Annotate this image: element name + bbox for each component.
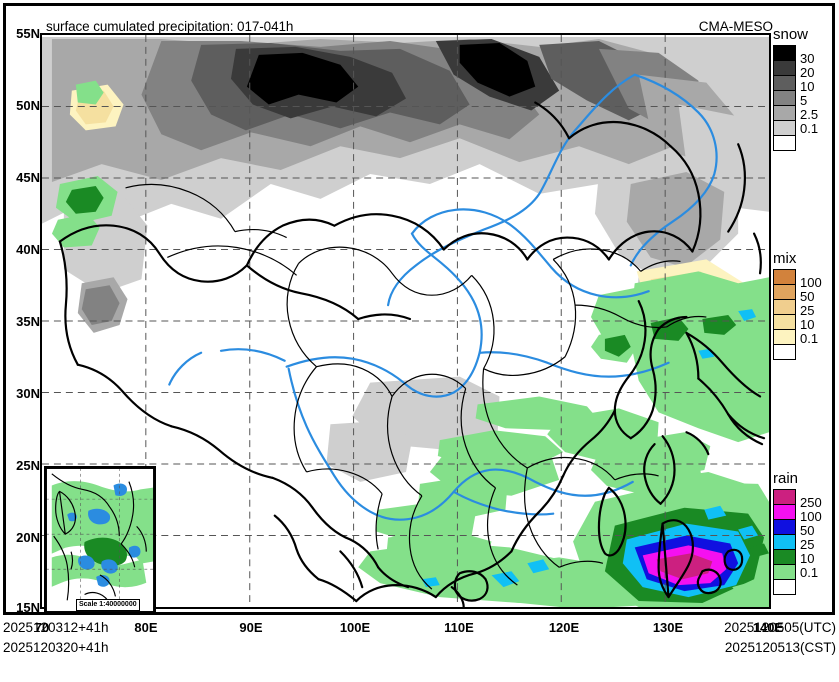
- mix-value-50: 50: [800, 289, 815, 304]
- footer-valid-utc: 2025120505(UTC): [724, 620, 836, 635]
- rain-swatch-0.1: [774, 565, 795, 580]
- legend-mix: mix 100 50 25 10 0.1: [761, 250, 835, 360]
- ylabel-35N: 35N: [16, 314, 40, 329]
- legend-snow-colorbar: [773, 45, 796, 151]
- mix-swatch-25: [774, 300, 795, 315]
- rain-swatch-none: [774, 580, 795, 594]
- ylabel-50N: 50N: [16, 98, 40, 113]
- inset-canvas: [46, 468, 154, 612]
- rain-value-10: 10: [800, 551, 815, 566]
- snow-value-30: 30: [800, 51, 815, 66]
- ylabel-20N: 20N: [16, 530, 40, 545]
- mix-swatch-10: [774, 315, 795, 330]
- snow-value-0.1: 0.1: [800, 121, 819, 136]
- xlabel-140E: 140E: [752, 620, 784, 635]
- mix-swatch-0.1: [774, 330, 795, 345]
- xlabel-100E: 100E: [339, 620, 371, 635]
- rain-swatch-10: [774, 550, 795, 565]
- mix-value-10: 10: [800, 317, 815, 332]
- legend-rain-values: 250 100 50 25 10 0.1: [800, 496, 822, 580]
- map-plot-area[interactable]: Scale 1:20000000 No:GS (2019) 1786: [40, 33, 771, 609]
- snow-value-10: 10: [800, 79, 815, 94]
- inset-coastline: [51, 473, 147, 601]
- legend-rain: rain 250 100 50 25 10 0.1: [761, 470, 835, 595]
- map-canvas: [42, 35, 769, 607]
- legend-rain-title: rain: [773, 470, 799, 487]
- rain-value-100: 100: [800, 509, 822, 524]
- snow-swatch-2.5: [774, 106, 795, 121]
- legend-snow-title: snow: [773, 26, 809, 43]
- mix-swatch-none: [774, 345, 795, 359]
- xlabel-70: 70: [34, 620, 50, 635]
- rain-swatch-100: [774, 505, 795, 520]
- ylabel-40N: 40N: [16, 242, 40, 257]
- province-boundaries: [125, 183, 707, 590]
- snow-value-5: 5: [800, 93, 808, 108]
- mix-value-0.1: 0.1: [800, 331, 819, 346]
- snow-swatch-5: [774, 91, 795, 106]
- mix-value-25: 25: [800, 303, 815, 318]
- ylabel-55N: 55N: [16, 26, 40, 41]
- snow-swatch-10: [774, 76, 795, 91]
- inset-map[interactable]: Scale 1:40000000: [44, 466, 156, 614]
- snow-swatch-20: [774, 61, 795, 76]
- ylabel-45N: 45N: [16, 170, 40, 185]
- rain-value-25: 25: [800, 537, 815, 552]
- xlabel-90E: 90E: [239, 620, 263, 635]
- mix-swatch-50: [774, 285, 795, 300]
- rain-value-250: 250: [800, 495, 822, 510]
- rain-value-0.1: 0.1: [800, 565, 819, 580]
- legend-snow: snow 30 20 10 5 2.5 0.1: [761, 26, 835, 151]
- snow-swatch-30: [774, 46, 795, 61]
- snow-swatch-none: [774, 136, 795, 150]
- coastline: [58, 101, 766, 607]
- ylabel-15N: 15N: [16, 600, 40, 615]
- inset-grid: [46, 468, 154, 612]
- mix-value-100: 100: [800, 275, 822, 290]
- legend-mix-title: mix: [773, 250, 797, 267]
- ylabel-30N: 30N: [16, 386, 40, 401]
- rain-swatch-250: [774, 490, 795, 505]
- inset-rain-field: [51, 481, 154, 588]
- rain-value-50: 50: [800, 523, 815, 538]
- rain-swatch-25: [774, 535, 795, 550]
- xlabel-130E: 130E: [652, 620, 684, 635]
- snow-value-2.5: 2.5: [800, 107, 819, 122]
- snow-value-20: 20: [800, 65, 815, 80]
- page-title: surface cumulated precipitation: 017-041…: [46, 19, 294, 34]
- ylabel-25N: 25N: [16, 458, 40, 473]
- legend-snow-values: 30 20 10 5 2.5 0.1: [800, 52, 818, 136]
- model-label: CMA-MESO: [698, 19, 773, 34]
- rivers: [168, 73, 718, 521]
- footer-init-utc: 2025120312+41h: [3, 620, 109, 635]
- mix-swatch-100: [774, 270, 795, 285]
- rain-swatch-50: [774, 520, 795, 535]
- xlabel-120E: 120E: [548, 620, 580, 635]
- footer-init-cst: 2025120320+41h: [3, 640, 109, 655]
- xlabel-80E: 80E: [134, 620, 158, 635]
- legend-rain-colorbar: [773, 489, 796, 595]
- inset-scale-note: Scale 1:40000000: [76, 599, 140, 611]
- snow-swatch-0.1: [774, 121, 795, 136]
- legend-mix-colorbar: [773, 269, 796, 360]
- legend-mix-values: 100 50 25 10 0.1: [800, 276, 822, 346]
- xlabel-110E: 110E: [444, 620, 474, 635]
- footer-valid-cst: 2025120513(CST): [724, 640, 836, 655]
